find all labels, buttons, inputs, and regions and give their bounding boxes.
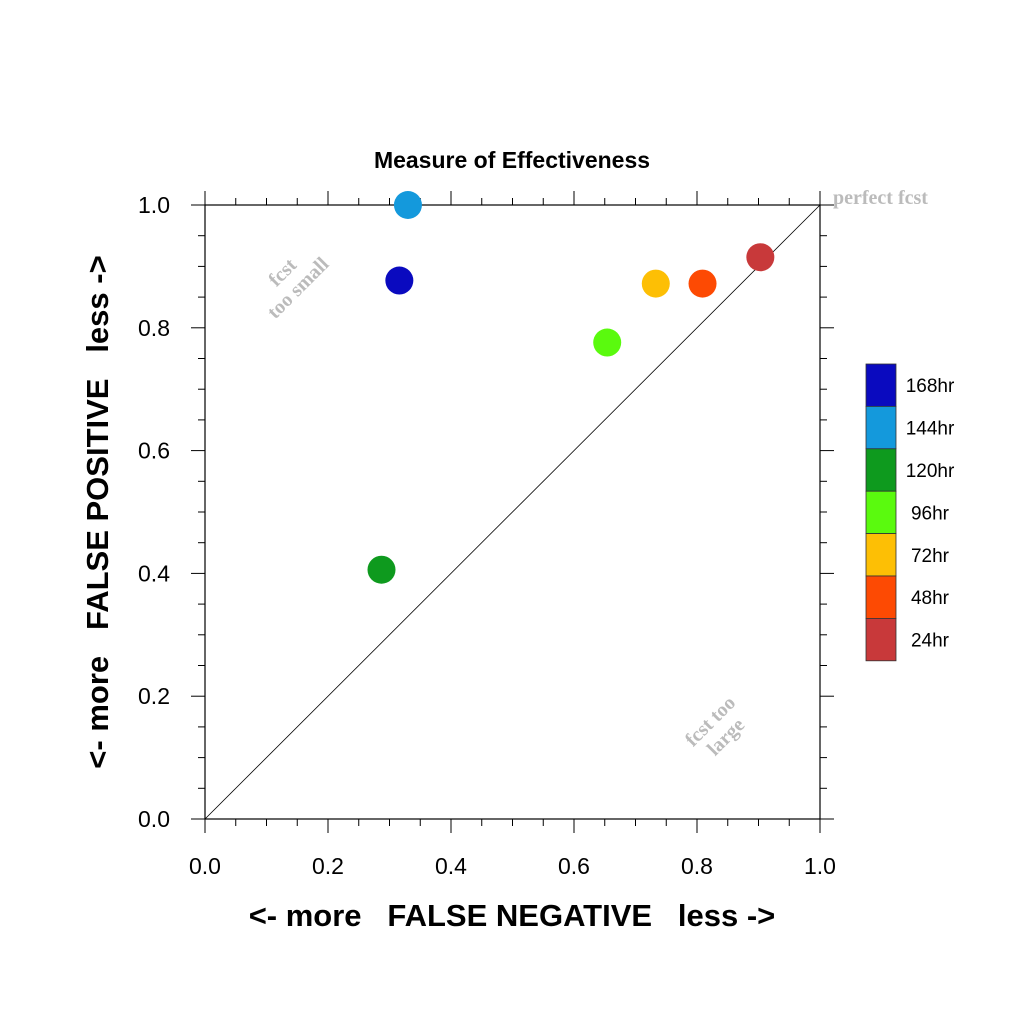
x-axis-label: <- more FALSE NEGATIVE less -> bbox=[249, 898, 776, 933]
legend-swatch-72hr bbox=[865, 533, 897, 577]
annotation-small-line2: too small bbox=[263, 253, 333, 323]
point-48hr bbox=[688, 269, 717, 298]
x-tick-label: 0.8 bbox=[681, 853, 713, 879]
legend-label-96hr: 96hr bbox=[911, 503, 950, 524]
x-tick-label: 0.2 bbox=[312, 853, 344, 879]
x-tick-label: 0.4 bbox=[435, 853, 467, 879]
y-tick-label: 0.0 bbox=[138, 806, 170, 832]
legend-swatch-144hr bbox=[865, 405, 897, 450]
legend-label-72hr: 72hr bbox=[911, 546, 950, 567]
plot-area: 0.0 0.2 0.4 0.6 0.8 1.0 0.0 0.2 0.4 0.6 0.8 1.0 bbox=[138, 191, 836, 879]
annotation-fcst-too-large: fcst too large bbox=[681, 692, 749, 760]
chart-title: Measure of Effectiveness bbox=[374, 147, 650, 173]
legend-swatch-24hr bbox=[865, 618, 897, 662]
legend-label-168hr: 168hr bbox=[906, 376, 955, 397]
point-96hr bbox=[593, 328, 622, 357]
legend-label-24hr: 24hr bbox=[911, 631, 950, 652]
legend-swatch-168hr bbox=[865, 363, 897, 407]
annotation-fcst-too-small: fcst too small bbox=[263, 253, 333, 323]
legend-swatch-48hr bbox=[865, 575, 897, 619]
legend: 168hr 144hr 120hr 96hr 72hr 48hr 24hr bbox=[865, 363, 955, 662]
legend-swatch-120hr bbox=[865, 448, 897, 492]
data-points bbox=[367, 191, 775, 584]
point-120hr bbox=[367, 555, 396, 584]
y-tick-label: 0.2 bbox=[138, 683, 170, 709]
y-tick-label: 0.4 bbox=[138, 560, 170, 586]
y-tick-label: 1.0 bbox=[138, 192, 170, 218]
legend-label-48hr: 48hr bbox=[911, 588, 950, 609]
point-24hr bbox=[746, 243, 775, 272]
legend-label-144hr: 144hr bbox=[906, 419, 955, 440]
point-168hr bbox=[385, 266, 414, 295]
point-72hr bbox=[641, 269, 670, 298]
y-tick-label: 0.6 bbox=[138, 438, 170, 464]
legend-label-120hr: 120hr bbox=[906, 461, 955, 482]
legend-swatch-96hr bbox=[865, 490, 897, 535]
x-tick-labels: 0.0 0.2 0.4 0.6 0.8 1.0 bbox=[189, 853, 836, 879]
y-axis-label: <- more FALSE POSITIVE less -> bbox=[80, 255, 115, 768]
diagonal-line bbox=[204, 204, 821, 820]
y-tick-label: 0.8 bbox=[138, 315, 170, 341]
axis-ticks bbox=[191, 191, 834, 833]
x-tick-label: 1.0 bbox=[804, 853, 836, 879]
point-144hr bbox=[393, 191, 422, 219]
y-tick-labels: 0.0 0.2 0.4 0.6 0.8 1.0 bbox=[138, 192, 170, 832]
annotation-perfect-fcst: perfect fcst bbox=[833, 187, 928, 209]
x-tick-label: 0.0 bbox=[189, 853, 221, 879]
x-tick-label: 0.6 bbox=[558, 853, 590, 879]
